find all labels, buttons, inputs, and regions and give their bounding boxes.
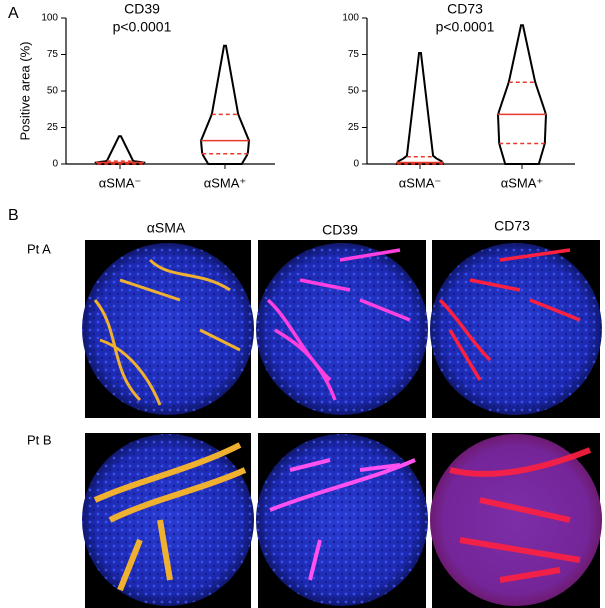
x-tick-label: αSMA⁻ — [99, 175, 142, 190]
micrograph — [256, 240, 428, 418]
y-tick-label: 50 — [47, 86, 59, 97]
chart-title: CD73 — [447, 1, 483, 17]
violin — [497, 24, 547, 165]
y-tick-label: 25 — [47, 122, 59, 133]
row-header: Pt A — [27, 241, 51, 256]
chart-subtitle: p<0.0001 — [436, 19, 495, 35]
y-tick-label: 75 — [47, 49, 59, 60]
column-header: αSMA — [147, 220, 186, 236]
x-tick-label: αSMA⁺ — [501, 175, 544, 190]
micrograph — [82, 240, 254, 418]
y-tick-label: 100 — [342, 13, 359, 24]
micrograph — [430, 433, 602, 608]
micrograph — [256, 433, 428, 608]
violin — [94, 135, 146, 165]
chart-title: CD39 — [124, 1, 160, 17]
micrograph — [82, 433, 254, 608]
micrograph — [430, 240, 602, 418]
y-tick-label: 0 — [353, 159, 359, 170]
violin — [395, 52, 445, 165]
y-tick-label: 25 — [348, 122, 360, 133]
chart-subtitle: p<0.0001 — [113, 19, 172, 35]
violin-charts: CD39 p<0.0001 Positive area (%) 0 25 50 75 100 α… — [17, 1, 575, 190]
row-header: Pt B — [27, 432, 52, 447]
x-tick-label: αSMA⁻ — [399, 175, 442, 190]
y-tick-label: 50 — [348, 86, 360, 97]
y-tick-label: 0 — [52, 159, 58, 170]
y-tick-label: 75 — [348, 49, 360, 60]
panel-label: A — [8, 5, 19, 22]
y-axis-label: Positive area (%) — [17, 42, 32, 141]
column-header: CD73 — [494, 218, 530, 234]
column-header: CD39 — [322, 222, 358, 238]
y-tick-label: 100 — [41, 13, 58, 24]
x-tick-label: αSMA⁺ — [204, 175, 247, 190]
panel-label: B — [8, 207, 19, 224]
violin — [200, 44, 250, 165]
